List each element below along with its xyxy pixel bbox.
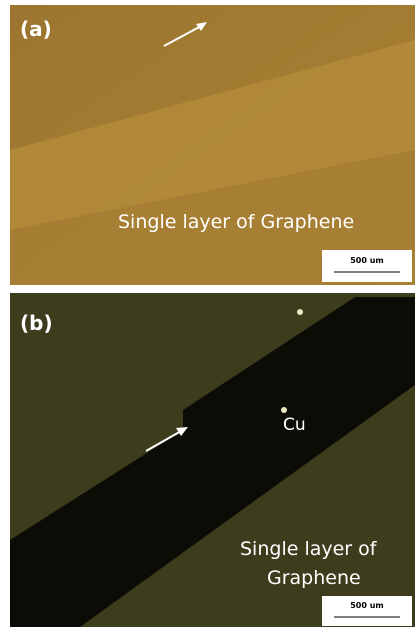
caption: Graphene [267, 567, 361, 589]
scale-bar-label: 500 um [350, 256, 384, 265]
caption: Single layer of [240, 538, 378, 560]
scale-bar-box [322, 250, 412, 282]
page: (a) Single layer of Graphene 500 um (b) … [0, 0, 420, 631]
caption: Single layer of Graphene [118, 211, 354, 233]
particle [281, 407, 287, 413]
panel-label: (a) [20, 17, 52, 41]
figure: (a) Single layer of Graphene 500 um (b) … [0, 0, 420, 631]
panel-b: (b) Cu Single layer of Graphene 500 um [10, 293, 415, 627]
marker-label: Cu [283, 415, 306, 435]
panel-label: (b) [20, 311, 53, 335]
scale-bar-label: 500 um [350, 601, 384, 610]
particle [297, 309, 303, 315]
panel-a: (a) Single layer of Graphene 500 um [10, 5, 415, 285]
